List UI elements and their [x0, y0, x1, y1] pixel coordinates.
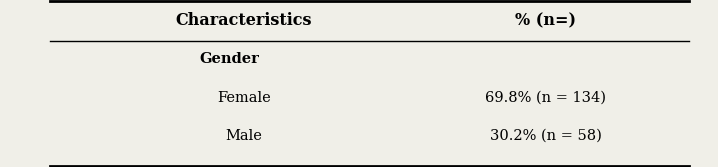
Text: Gender: Gender: [200, 52, 260, 66]
Text: 30.2% (n = 58): 30.2% (n = 58): [490, 129, 602, 143]
Text: 69.8% (n = 134): 69.8% (n = 134): [485, 91, 606, 105]
Text: Male: Male: [225, 129, 263, 143]
Text: Characteristics: Characteristics: [176, 12, 312, 29]
Text: Female: Female: [218, 91, 271, 105]
Text: % (n=): % (n=): [516, 12, 576, 29]
